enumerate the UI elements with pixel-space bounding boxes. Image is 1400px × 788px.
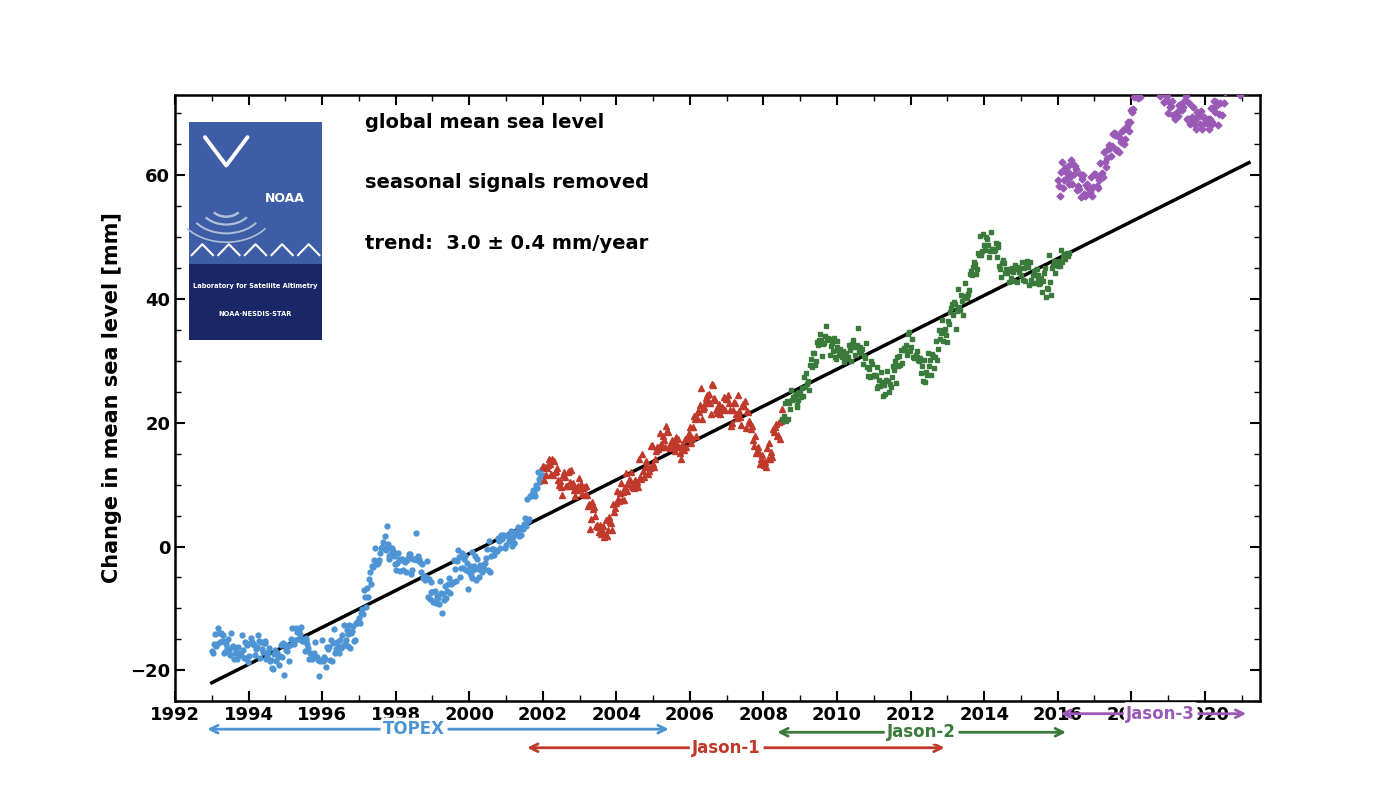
Text: NOAA: NOAA bbox=[265, 191, 305, 205]
Text: Jason-1: Jason-1 bbox=[693, 739, 762, 756]
Text: NOAA·NESDIS·STAR: NOAA·NESDIS·STAR bbox=[218, 311, 293, 317]
Text: TOPEX: TOPEX bbox=[384, 720, 445, 738]
Text: global mean sea level: global mean sea level bbox=[365, 113, 605, 132]
Bar bbox=[189, 248, 322, 264]
Text: Jason-3: Jason-3 bbox=[1126, 704, 1196, 723]
FancyBboxPatch shape bbox=[185, 115, 326, 264]
Y-axis label: Change in mean sea level [mm]: Change in mean sea level [mm] bbox=[102, 213, 122, 583]
Text: Laboratory for Satellite Altimetry: Laboratory for Satellite Altimetry bbox=[193, 283, 318, 288]
Text: seasonal signals removed: seasonal signals removed bbox=[365, 173, 648, 192]
Text: trend:  3.0 ± 0.4 mm/year: trend: 3.0 ± 0.4 mm/year bbox=[365, 234, 648, 253]
Text: Jason-2: Jason-2 bbox=[888, 723, 956, 742]
Bar bbox=[189, 253, 322, 340]
